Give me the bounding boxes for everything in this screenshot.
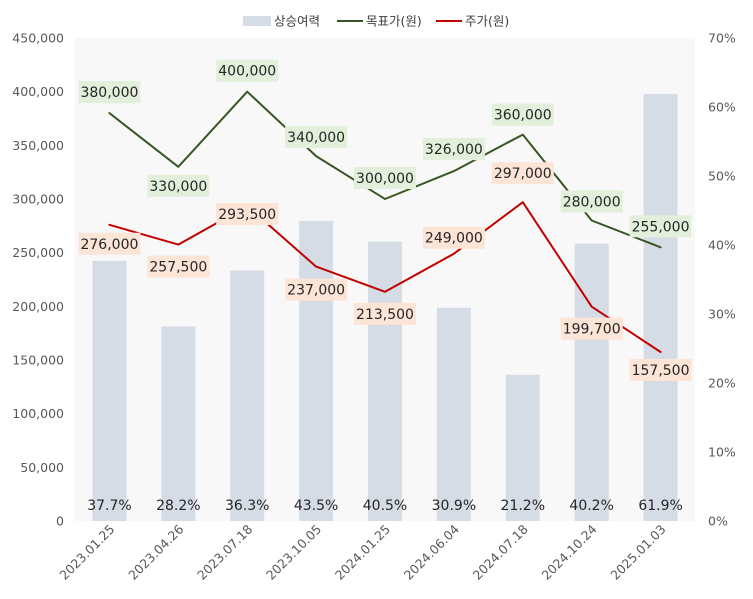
stock-price-label: 297,000 [494, 166, 552, 182]
stock-price-label: 237,000 [287, 283, 345, 299]
upside-label: 30.9% [432, 498, 476, 514]
left-tick-label: 200,000 [12, 299, 64, 314]
upside-bar [574, 243, 609, 521]
target-price-label: 255,000 [632, 219, 690, 235]
data-labels: 37.7% 28.2% 36.3% 43.5% 40.5% 30.9% 21.2% 40.2%… [78, 59, 692, 514]
left-axis: 0 50,000 100,000 150,000 200,000 250,000 300,0… [12, 31, 64, 529]
stock-price-label: 257,500 [149, 260, 207, 276]
upside-bar [368, 241, 402, 522]
upside-label: 40.5% [363, 498, 407, 514]
stock-price-label-bg [216, 202, 279, 225]
target-price-label: 330,000 [149, 179, 207, 195]
stock-price-line [108, 201, 662, 353]
stock-price-label-bg [560, 317, 623, 340]
right-tick-label: 30% [708, 307, 736, 322]
x-tick-label: 2023.01.25 [56, 522, 117, 583]
stock-price-label-bg [78, 232, 141, 255]
upside-bar [230, 270, 265, 521]
target-price-label: 380,000 [80, 85, 138, 101]
upside-label: 61.9% [638, 498, 682, 514]
right-tick-label: 70% [708, 31, 736, 46]
left-tick-label: 300,000 [12, 192, 64, 207]
target-price-label: 300,000 [356, 171, 414, 187]
x-tick-label: 2024.01.25 [332, 522, 393, 583]
stock-price-label-bg [354, 302, 416, 325]
upside-label: 21.2% [501, 498, 545, 514]
upside-bar [643, 93, 678, 521]
left-tick-label: 0 [56, 514, 64, 529]
x-tick-label: 2024.07.18 [470, 521, 531, 582]
bar-series [92, 93, 678, 522]
stock-price-label: 293,500 [218, 207, 276, 223]
stock-price-label: 157,500 [632, 363, 690, 379]
right-axis: 0% 10% 20% 30% 40% 50% 60% 70% [708, 31, 736, 529]
target-price-label-bg [78, 81, 141, 104]
target-price-label-bg [629, 215, 692, 238]
target-price-label-bg [147, 174, 210, 197]
upside-label: 40.2% [569, 498, 613, 514]
stock-price-label: 249,000 [425, 231, 483, 247]
stock-price-label: 199,700 [563, 322, 621, 338]
upside-label: 37.7% [87, 498, 131, 514]
upside-label: 36.3% [225, 498, 269, 514]
target-price-label: 400,000 [218, 64, 276, 80]
left-tick-label: 400,000 [12, 84, 64, 99]
right-tick-label: 20% [708, 376, 736, 391]
target-price-label-bg [422, 138, 485, 161]
left-tick-label: 250,000 [12, 245, 64, 260]
legend: 상승여력 목표가(원) 주가(원) [243, 14, 509, 29]
upside-bar [161, 326, 196, 521]
right-tick-label: 60% [708, 100, 736, 115]
target-price-label-bg [560, 190, 623, 213]
x-tick-label: 2023.07.18 [194, 521, 255, 582]
stock-price-label: 276,000 [80, 237, 138, 253]
stock-price-label: 213,500 [356, 307, 414, 323]
x-tick-label: 2025.01.03 [607, 522, 668, 583]
right-tick-label: 40% [708, 238, 736, 253]
target-price-label-bg [354, 167, 416, 189]
right-tick-label: 10% [708, 445, 736, 460]
upside-bar [505, 374, 540, 521]
target-price-label-bg [491, 103, 554, 126]
left-tick-label: 350,000 [12, 138, 64, 153]
target-price-label: 326,000 [425, 142, 483, 158]
x-tick-label: 2024.06.04 [401, 521, 462, 582]
right-tick-label: 50% [708, 169, 736, 184]
stock-price-label-bg [285, 278, 348, 301]
upside-bar [92, 260, 127, 521]
legend-label: 상승여력 [274, 14, 320, 29]
x-tick-label: 2023.10.05 [263, 522, 324, 583]
target-price-label: 360,000 [494, 108, 552, 124]
x-tick-label: 2023.04.26 [125, 521, 186, 582]
upside-label: 28.2% [156, 498, 200, 514]
target-price-label-bg [285, 126, 348, 149]
upside-bar [436, 307, 471, 521]
upside-label: 43.5% [294, 498, 338, 514]
legend-swatch-bar [243, 16, 271, 26]
legend-label: 주가(원) [465, 14, 509, 29]
right-tick-label: 0% [708, 514, 728, 529]
stock-price-label-bg [422, 226, 485, 249]
x-axis: 2023.01.25 2023.04.26 2023.07.18 2023.10.05… [56, 521, 668, 582]
stock-price-label-bg [629, 358, 692, 381]
target-price-label: 340,000 [287, 130, 345, 146]
legend-label: 목표가(원) [366, 14, 422, 29]
left-tick-label: 150,000 [12, 353, 64, 368]
target-price-label: 280,000 [563, 194, 621, 210]
left-tick-label: 100,000 [12, 406, 64, 421]
stock-price-label-bg [491, 162, 554, 185]
left-tick-label: 50,000 [20, 460, 64, 475]
x-tick-label: 2024.10.24 [539, 521, 600, 582]
stock-price-label-bg [147, 255, 210, 278]
target-price-label-bg [216, 59, 279, 82]
left-tick-label: 450,000 [12, 31, 64, 46]
